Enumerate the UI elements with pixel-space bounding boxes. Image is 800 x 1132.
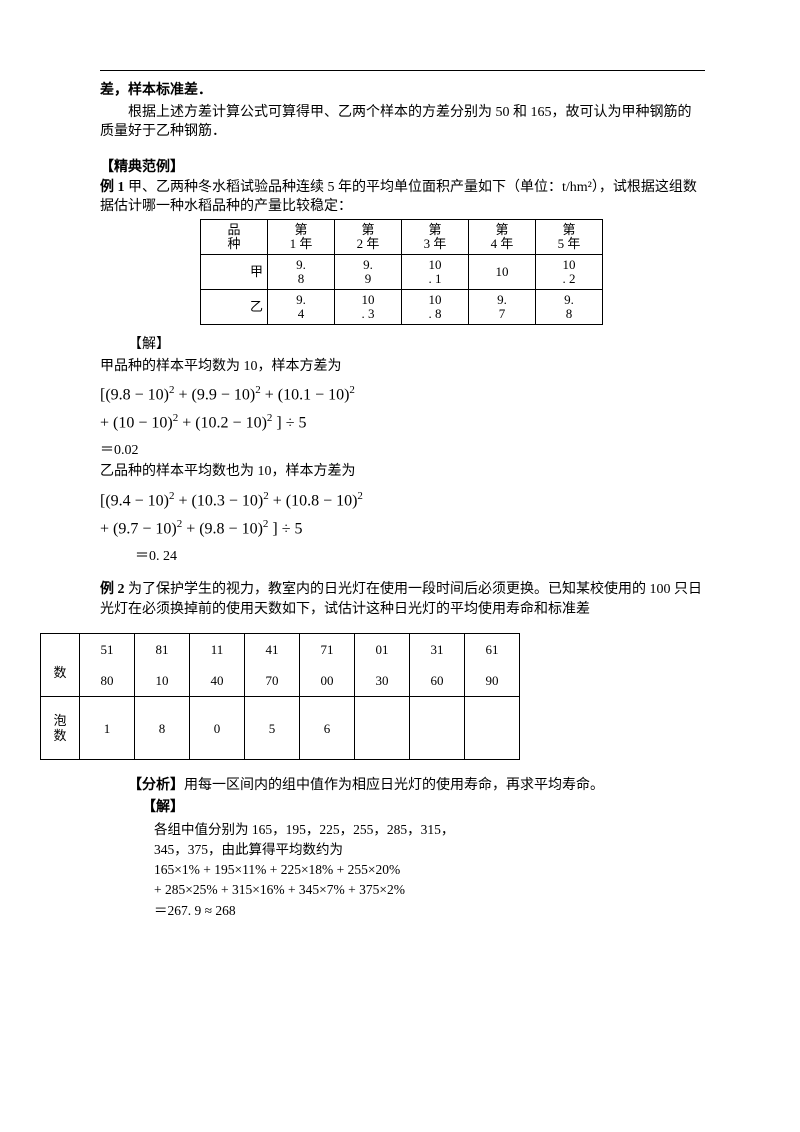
t2-r2-c6 xyxy=(355,697,410,760)
ex1-formula-a2: + (10 − 10)2 + (10.2 − 10)2 ] ÷ 5 xyxy=(100,412,705,432)
t1-hdr-3: 第3 年 xyxy=(402,219,469,254)
t2-r1-c8: 6190 xyxy=(465,634,520,697)
t2-r2-label: 泡数 xyxy=(41,697,80,760)
t2-r1-c7: 3160 xyxy=(410,634,465,697)
examples-heading: 【精典范例】 xyxy=(100,156,705,176)
t1-r1-c4: 10 xyxy=(469,254,536,289)
ex1-title: 例 1 甲、乙两种冬水稻试验品种连续 5 年的平均单位面积产量如下（单位：t/h… xyxy=(100,178,705,217)
ex1-sol-label: 【解】 xyxy=(100,335,705,355)
t1-r2-c1: 9.4 xyxy=(268,289,335,324)
ex2-analysis-label: 【分析】 xyxy=(128,778,184,793)
t1-r2-c3: 10. 8 xyxy=(402,289,469,324)
t1-r1-label: 甲 xyxy=(201,254,268,289)
ex2-calc2: 345，375，由此算得平均数约为 xyxy=(154,840,705,860)
t1-r2-c2: 10. 3 xyxy=(335,289,402,324)
t1-r1-c5: 10. 2 xyxy=(536,254,603,289)
ex1-result-b: ＝0. 24 xyxy=(100,547,705,567)
t2-r1-c3: 1140 xyxy=(190,634,245,697)
ex2-calc4: + 285×25% + 315×16% + 345×7% + 375×2% xyxy=(154,880,705,900)
ex1-result-a: ＝0.02 xyxy=(100,441,705,461)
ex2-analysis-text: 用每一区间内的组中值作为相应日光灯的使用寿命，再求平均寿命。 xyxy=(184,778,604,793)
t1-r1-c3: 10. 1 xyxy=(402,254,469,289)
t2-r2-c1: 1 xyxy=(80,697,135,760)
ex2-label: 例 2 xyxy=(100,582,125,597)
t2-r2-c4: 5 xyxy=(245,697,300,760)
ex1-formula-a1: [(9.8 − 10)2 + (9.9 − 10)2 + (10.1 − 10)… xyxy=(100,384,705,404)
ex1-formula-b1: [(9.4 − 10)2 + (10.3 − 10)2 + (10.8 − 10… xyxy=(100,490,705,510)
ex2-table-wrap: 数 5180 8110 1140 4170 7100 0130 3160 619… xyxy=(40,633,705,760)
ex2-calc3: 165×1% + 195×11% + 225×18% + 255×20% xyxy=(154,860,705,880)
t2-r2-c3: 0 xyxy=(190,697,245,760)
t2-r1-label: 数 xyxy=(41,634,80,697)
ex1-line-a: 甲品种的样本平均数为 10，样本方差为 xyxy=(100,357,705,377)
t2-r2-c7 xyxy=(410,697,465,760)
t2-r1-c4: 4170 xyxy=(245,634,300,697)
t2-r1-c1: 5180 xyxy=(80,634,135,697)
top-rule xyxy=(100,70,705,71)
t1-r1-c1: 9.8 xyxy=(268,254,335,289)
ex2-calc1: 各组中值分别为 165，195，225，255，285，315， xyxy=(154,820,705,840)
t1-hdr-4: 第4 年 xyxy=(469,219,536,254)
ex1-table-wrap: 品种 第1 年 第2 年 第3 年 第4 年 第5 年 甲 9.8 9.9 10… xyxy=(200,219,705,325)
t2-r1-c5: 7100 xyxy=(300,634,355,697)
t1-r1-c2: 9.9 xyxy=(335,254,402,289)
ex2-text: 为了保护学生的视力，教室内的日光灯在使用一段时间后必须更换。已知某校使用的 10… xyxy=(100,582,702,617)
t1-r2-c5: 9.8 xyxy=(536,289,603,324)
ex1-text: 甲、乙两种冬水稻试验品种连续 5 年的平均单位面积产量如下（单位：t/hm²），… xyxy=(100,180,697,215)
ex2-table: 数 5180 8110 1140 4170 7100 0130 3160 619… xyxy=(40,633,520,760)
t1-r2-label: 乙 xyxy=(201,289,268,324)
ex2-sol-label: 【解】 xyxy=(100,798,705,818)
t1-hdr-5: 第5 年 xyxy=(536,219,603,254)
t2-r1-c2: 8110 xyxy=(135,634,190,697)
t2-r2-c5: 6 xyxy=(300,697,355,760)
t2-r1-c6: 0130 xyxy=(355,634,410,697)
ex2-calc-block: 各组中值分别为 165，195，225，255，285，315， 345，375… xyxy=(154,820,705,921)
t1-hdr-0: 品种 xyxy=(201,219,268,254)
ex1-label: 例 1 xyxy=(100,180,125,195)
t2-r2-c8 xyxy=(465,697,520,760)
t1-hdr-2: 第2 年 xyxy=(335,219,402,254)
intro-line1: 差，样本标准差． xyxy=(100,81,705,101)
ex2-title: 例 2 为了保护学生的视力，教室内的日光灯在使用一段时间后必须更换。已知某校使用… xyxy=(100,580,705,619)
t2-r2-c2: 8 xyxy=(135,697,190,760)
ex2-analysis: 【分析】用每一区间内的组中值作为相应日光灯的使用寿命，再求平均寿命。 xyxy=(100,776,705,796)
ex2-calc5: ＝267. 9 ≈ 268 xyxy=(154,901,705,921)
ex1-table: 品种 第1 年 第2 年 第3 年 第4 年 第5 年 甲 9.8 9.9 10… xyxy=(200,219,603,325)
page: 差，样本标准差． 根据上述方差计算公式可算得甲、乙两个样本的方差分别为 50 和… xyxy=(0,0,800,1132)
t1-hdr-1: 第1 年 xyxy=(268,219,335,254)
ex1-formula-b2: + (9.7 − 10)2 + (9.8 − 10)2 ] ÷ 5 xyxy=(100,518,705,538)
intro-line2: 根据上述方差计算公式可算得甲、乙两个样本的方差分别为 50 和 165，故可认为… xyxy=(100,103,705,142)
t1-r2-c4: 9.7 xyxy=(469,289,536,324)
ex1-line-b: 乙品种的样本平均数也为 10，样本方差为 xyxy=(100,462,705,482)
